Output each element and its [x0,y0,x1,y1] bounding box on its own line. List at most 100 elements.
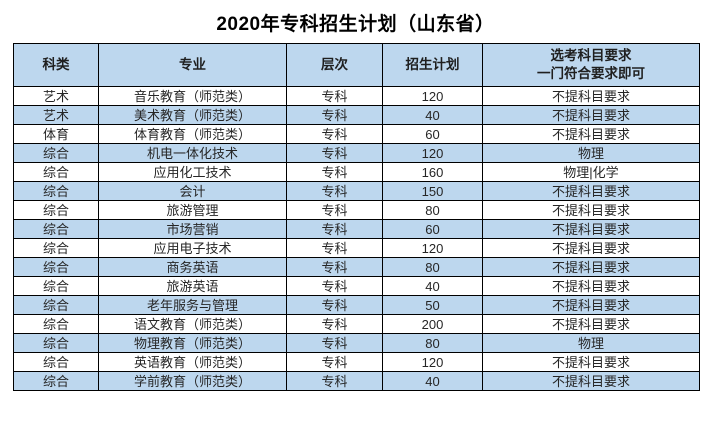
cell-plan: 80 [382,257,483,277]
cell-plan: 50 [382,295,483,315]
cell-major: 学前教育（师范类） [98,371,287,391]
cell-requirement: 不提科目要求 [482,124,700,144]
cell-major: 机电一体化技术 [98,143,287,163]
cell-major: 语文教育（师范类） [98,314,287,334]
cell-category: 综合 [13,200,99,220]
table-row: 综合 英语教育（师范类） 专科 120 不提科目要求 [13,352,700,372]
cell-category: 艺术 [13,86,99,106]
table-row: 综合 旅游管理 专科 80 不提科目要求 [13,200,700,220]
cell-level: 专科 [286,105,383,125]
cell-category: 综合 [13,352,99,372]
cell-major: 会计 [98,181,287,201]
col-header-requirement: 选考科目要求 一门符合要求即可 [482,43,700,87]
cell-category: 综合 [13,276,99,296]
cell-plan: 120 [382,86,483,106]
cell-category: 综合 [13,333,99,353]
cell-plan: 60 [382,124,483,144]
table-row: 综合 旅游英语 专科 40 不提科目要求 [13,276,700,296]
cell-category: 体育 [13,124,99,144]
cell-major: 应用电子技术 [98,238,287,258]
table-row: 艺术 美术教育（师范类） 专科 40 不提科目要求 [13,105,700,125]
col-header-plan: 招生计划 [382,43,483,87]
cell-level: 专科 [286,124,383,144]
cell-major: 物理教育（师范类） [98,333,287,353]
table-row: 综合 学前教育（师范类） 专科 40 不提科目要求 [13,371,700,391]
table-row: 综合 应用化工技术 专科 160 物理|化学 [13,162,700,182]
cell-level: 专科 [286,333,383,353]
cell-category: 综合 [13,238,99,258]
table-row: 艺术 音乐教育（师范类） 专科 120 不提科目要求 [13,86,700,106]
col-header-level: 层次 [286,43,383,87]
cell-level: 专科 [286,371,383,391]
cell-major: 美术教育（师范类） [98,105,287,125]
cell-major: 音乐教育（师范类） [98,86,287,106]
cell-level: 专科 [286,200,383,220]
cell-requirement: 不提科目要求 [482,219,700,239]
page-title: 2020年专科招生计划（山东省） [216,14,495,35]
cell-major: 应用化工技术 [98,162,287,182]
cell-major: 旅游英语 [98,276,287,296]
cell-level: 专科 [286,219,383,239]
cell-category: 综合 [13,295,99,315]
cell-requirement: 不提科目要求 [482,86,700,106]
cell-level: 专科 [286,181,383,201]
cell-major: 商务英语 [98,257,287,277]
cell-requirement: 物理 [482,333,700,353]
cell-major: 市场营销 [98,219,287,239]
cell-category: 综合 [13,219,99,239]
cell-plan: 120 [382,238,483,258]
cell-requirement: 不提科目要求 [482,314,700,334]
enrollment-plan-table: 科类 专业 层次 招生计划 选考科目要求 一门符合要求即可 艺术 音乐教育（师范… [13,43,700,391]
cell-requirement: 不提科目要求 [482,257,700,277]
requirement-header-line1: 选考科目要求 [550,48,632,64]
table-body: 艺术 音乐教育（师范类） 专科 120 不提科目要求 艺术 美术教育（师范类） … [13,86,700,391]
cell-major: 老年服务与管理 [98,295,287,315]
cell-level: 专科 [286,314,383,334]
cell-plan: 200 [382,314,483,334]
cell-major: 体育教育（师范类） [98,124,287,144]
cell-requirement: 不提科目要求 [482,105,700,125]
requirement-header-line2: 一门符合要求即可 [537,66,645,81]
cell-level: 专科 [286,276,383,296]
cell-plan: 120 [382,143,483,163]
cell-requirement: 不提科目要求 [482,352,700,372]
cell-requirement: 物理 [482,143,700,163]
cell-category: 综合 [13,162,99,182]
cell-requirement: 不提科目要求 [482,276,700,296]
cell-plan: 150 [382,181,483,201]
cell-level: 专科 [286,257,383,277]
col-header-major: 专业 [98,43,287,87]
table-row: 综合 市场营销 专科 60 不提科目要求 [13,219,700,239]
cell-requirement: 不提科目要求 [482,181,700,201]
col-header-category: 科类 [13,43,99,87]
cell-category: 综合 [13,181,99,201]
cell-requirement: 不提科目要求 [482,295,700,315]
cell-requirement: 不提科目要求 [482,238,700,258]
cell-category: 综合 [13,314,99,334]
cell-level: 专科 [286,238,383,258]
cell-requirement: 不提科目要求 [482,371,700,391]
cell-plan: 80 [382,200,483,220]
cell-category: 艺术 [13,105,99,125]
cell-category: 综合 [13,143,99,163]
table-row: 综合 语文教育（师范类） 专科 200 不提科目要求 [13,314,700,334]
cell-category: 综合 [13,257,99,277]
cell-plan: 40 [382,105,483,125]
cell-plan: 40 [382,276,483,296]
cell-level: 专科 [286,143,383,163]
table-row: 综合 物理教育（师范类） 专科 80 物理 [13,333,700,353]
cell-level: 专科 [286,86,383,106]
cell-plan: 40 [382,371,483,391]
table-row: 综合 老年服务与管理 专科 50 不提科目要求 [13,295,700,315]
cell-major: 英语教育（师范类） [98,352,287,372]
header-row: 科类 专业 层次 招生计划 选考科目要求 一门符合要求即可 [13,43,700,87]
table-row: 综合 机电一体化技术 专科 120 物理 [13,143,700,163]
cell-requirement: 物理|化学 [482,162,700,182]
cell-major: 旅游管理 [98,200,287,220]
cell-level: 专科 [286,162,383,182]
cell-level: 专科 [286,295,383,315]
cell-plan: 120 [382,352,483,372]
cell-requirement: 不提科目要求 [482,200,700,220]
cell-level: 专科 [286,352,383,372]
table-row: 综合 应用电子技术 专科 120 不提科目要求 [13,238,700,258]
